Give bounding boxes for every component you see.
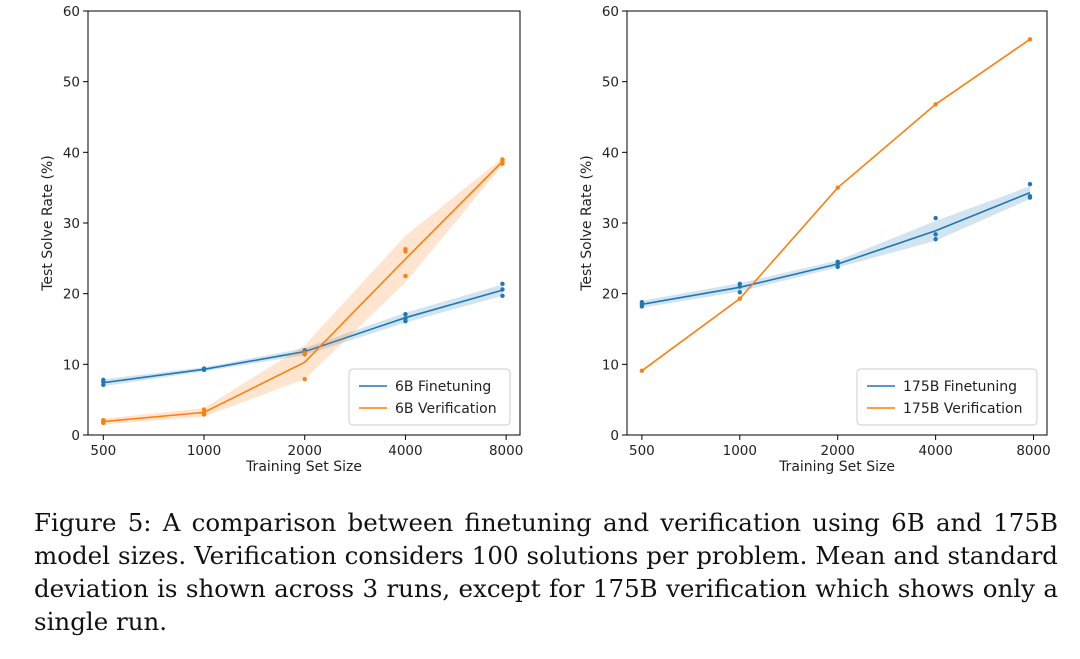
- legend-label-6b-verification: 6B Verification: [395, 401, 497, 417]
- y-axis-label: Test Solve Rate (%): [40, 155, 56, 292]
- 6b-finetuning-point: [201, 366, 207, 371]
- 175b-finetuning-point: [933, 215, 938, 221]
- 6b-verification-line: [103, 160, 504, 423]
- 6b-verification-point: [500, 157, 505, 162]
- 6b-finetuning-point: [500, 281, 505, 286]
- x-tick-label: 500: [90, 443, 116, 459]
- chart-6b: 0 10 20 30 40 50 60 500 1000 2000 4000 8000 Training…: [40, 4, 523, 475]
- x-tick-label: 4000: [388, 443, 422, 459]
- 6b-finetuning-point: [500, 287, 505, 292]
- y-tick-label: 20: [63, 287, 80, 303]
- y-tick-label: 20: [602, 287, 619, 303]
- 175b-finetuning-point: [933, 237, 938, 242]
- 6b-verification-point: [101, 417, 106, 423]
- y-tick-label: 60: [63, 4, 80, 20]
- legend-label-175b-verification: 175B Verification: [903, 401, 1022, 417]
- 6b-verification-point: [403, 246, 408, 252]
- x-tick-label: 2000: [821, 443, 855, 459]
- 6b-finetuning-std-band: [103, 284, 503, 387]
- y-tick-label: 30: [602, 216, 619, 232]
- 6b-finetuning-point: [403, 311, 408, 317]
- 175b-finetuning-point: [933, 232, 938, 237]
- y-axis-label: Test Solve Rate (%): [579, 155, 595, 292]
- 6b-finetuning-point: [500, 293, 505, 298]
- 6b-verification-point: [302, 350, 307, 356]
- figure-caption: Figure 5: A comparison between finetunin…: [34, 508, 1058, 636]
- legend-label-175b-finetuning: 175B Finetuning: [903, 379, 1017, 395]
- 175b-finetuning-point: [639, 299, 645, 305]
- legend-box: [856, 368, 1038, 426]
- 175b-finetuning-point: [1027, 181, 1033, 187]
- legend-label-6b-finetuning: 6B Finetuning: [395, 379, 491, 395]
- 175b-verification-point: [639, 368, 645, 373]
- x-axis-label: Training Set Size: [245, 459, 362, 475]
- 6b-verification-point: [403, 273, 408, 279]
- 6b-verification-point: [302, 376, 307, 382]
- 6b-finetuning-point: [101, 377, 106, 383]
- 6b-finetuning-point: [403, 316, 408, 321]
- y-tick-label: 10: [602, 357, 619, 373]
- y-tick-label: 10: [63, 357, 80, 373]
- 175b-finetuning-point: [737, 281, 742, 286]
- y-tick-label: 60: [602, 4, 619, 20]
- x-tick-label: 8000: [489, 443, 523, 459]
- 175b-finetuning-point: [1027, 193, 1033, 199]
- 175b-verification-point: [737, 296, 742, 301]
- y-tick-label: 50: [602, 75, 619, 91]
- 175b-finetuning-point: [737, 290, 742, 295]
- y-tick-label: 30: [63, 216, 80, 232]
- y-tick-label: 40: [602, 145, 619, 161]
- 175b-verification-point: [835, 185, 840, 190]
- 175b-finetuning-std-band: [641, 186, 1030, 308]
- x-tick-label: 1000: [723, 443, 757, 459]
- 175b-verification-line: [641, 38, 1031, 372]
- x-axis-label: Training Set Size: [778, 459, 895, 475]
- y-tick-label: 40: [63, 145, 80, 161]
- x-tick-label: 4000: [918, 443, 952, 459]
- y-tick-label: 0: [71, 428, 80, 444]
- x-tick-label: 1000: [187, 443, 221, 459]
- legend-box: [348, 368, 511, 426]
- 175b-verification-point: [933, 102, 938, 107]
- chart-175b: 0 10 20 30 40 50 60 500 1000 2000 4000 8000 Training…: [579, 4, 1051, 475]
- x-tick-label: 500: [629, 443, 655, 459]
- 6b-verification-point: [201, 407, 207, 412]
- y-tick-label: 50: [63, 75, 80, 91]
- y-tick-label: 0: [610, 428, 619, 444]
- 175b-verification-point: [1027, 37, 1033, 42]
- 175b-finetuning-point: [835, 259, 840, 265]
- x-tick-label: 8000: [1016, 443, 1050, 459]
- 6b-verification-point: [201, 410, 207, 416]
- x-tick-label: 2000: [288, 443, 322, 459]
- 6b-verification-std-band: [103, 158, 503, 425]
